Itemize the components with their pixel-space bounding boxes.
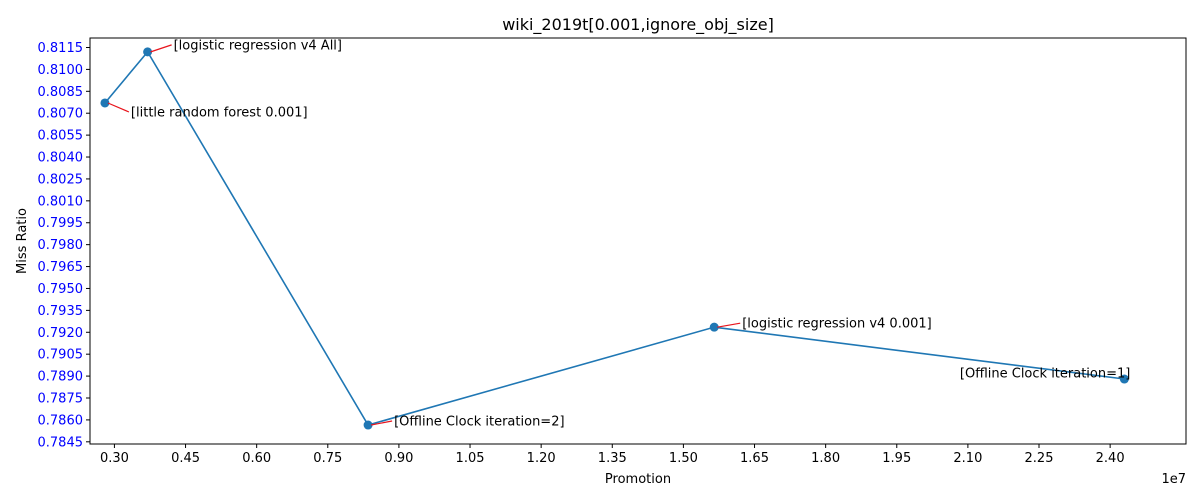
x-tick-label: 1.95 — [882, 451, 911, 466]
y-tick-label: 0.7935 — [38, 304, 84, 319]
y-tick-label: 0.8010 — [38, 194, 84, 209]
x-tick-label: 0.45 — [171, 451, 200, 466]
data-point — [709, 322, 719, 332]
annotation-label: [Offline Clock iteration=1] — [960, 367, 1130, 382]
x-tick-label: 1.35 — [598, 451, 627, 466]
plot-frame — [89, 37, 1187, 445]
y-tick-label: 0.8025 — [38, 172, 84, 187]
y-tick-label: 0.7980 — [38, 238, 84, 253]
y-tick-label: 0.8055 — [38, 129, 84, 144]
y-tick-label: 0.7875 — [38, 391, 84, 406]
y-tick-label: 0.7845 — [38, 435, 84, 450]
y-tick-label: 0.8040 — [38, 151, 84, 166]
annotation-arrow — [370, 420, 393, 426]
y-tick-label: 0.8070 — [38, 107, 84, 122]
x-tick-label: 1.65 — [740, 451, 769, 466]
data-point — [100, 98, 110, 108]
y-tick-label: 0.7860 — [38, 413, 84, 428]
x-tick-label: 0.60 — [242, 451, 271, 466]
data-point — [1119, 374, 1129, 384]
x-tick-label: 0.75 — [313, 451, 342, 466]
x-tick-label: 1.80 — [811, 451, 840, 466]
y-tick-label: 0.7950 — [38, 282, 84, 297]
annotation-arrow — [150, 44, 172, 53]
y-tick-label: 0.8100 — [38, 63, 84, 78]
x-axis-offset-label: 1e7 — [1161, 472, 1186, 487]
annotation-label: [logistic regression v4 All] — [174, 38, 342, 53]
x-axis-label: Promotion — [605, 472, 671, 487]
series-layer — [100, 47, 1129, 430]
y-tick-label: 0.7920 — [38, 326, 84, 341]
x-tick-label: 1.20 — [527, 451, 556, 466]
annotation-label: [Offline Clock iteration=2] — [394, 415, 564, 430]
annotation-arrow — [107, 102, 130, 113]
x-tick-label: 0.30 — [100, 451, 129, 466]
y-axis-label: Miss Ratio — [15, 208, 30, 274]
x-axis: 0.30 0.45 0.60 0.75 0.90 1.05 1.20 1.35 1.50 1.65… — [100, 444, 1125, 466]
y-tick-label: 0.7890 — [38, 370, 84, 385]
y-tick-label: 0.8115 — [38, 41, 84, 56]
x-tick-label: 2.25 — [1025, 451, 1054, 466]
x-tick-label: 1.05 — [456, 451, 485, 466]
y-tick-label: 0.7965 — [38, 260, 84, 275]
y-tick-label: 0.8085 — [38, 85, 84, 100]
x-tick-label: 2.10 — [953, 451, 982, 466]
chart-title: wiki_2019t[0.001,ignore_obj_size] — [502, 15, 774, 35]
annotation-label: [little random forest 0.001] — [131, 105, 308, 120]
x-tick-label: 1.50 — [669, 451, 698, 466]
y-tick-label: 0.7905 — [38, 348, 84, 363]
x-tick-label: 0.90 — [384, 451, 413, 466]
y-tick-label: 0.7995 — [38, 216, 84, 231]
x-tick-label: 2.40 — [1096, 451, 1125, 466]
data-point — [363, 420, 373, 430]
y-axis: 0.7845 0.7860 0.7875 0.7890 0.7905 0.7920 0.79… — [38, 41, 90, 450]
data-point — [143, 47, 153, 57]
annotation-layer: [little random forest 0.001] [logistic re… — [107, 38, 1130, 430]
annotation-arrow — [717, 322, 741, 328]
annotation-label: [logistic regression v4 0.001] — [742, 317, 932, 332]
